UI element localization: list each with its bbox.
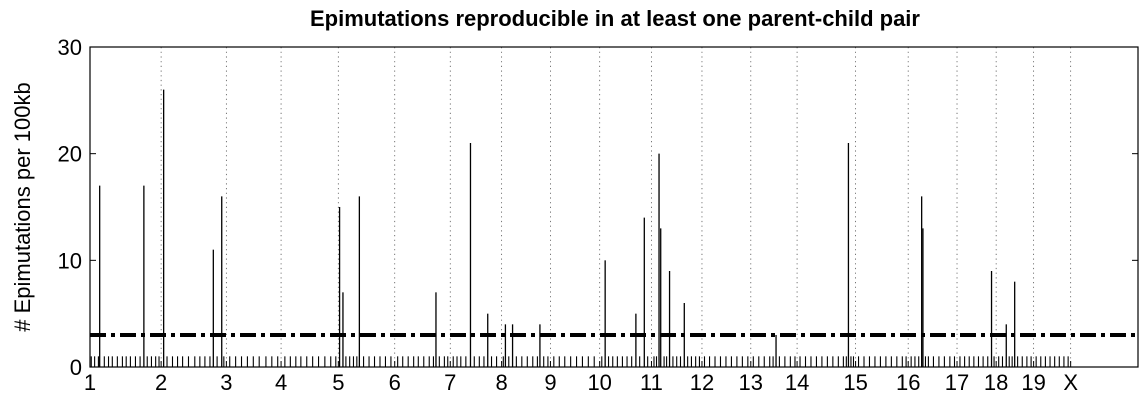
x-tick-label: 6: [389, 370, 401, 395]
x-tick-label: 19: [1021, 370, 1045, 395]
x-tick-label: 8: [495, 370, 507, 395]
x-axis: 1 2 3 4 5 6 7 8 9 10 11 12 13 14 15 16 17 18 19 X: [84, 361, 1078, 395]
plot-frame: [89, 46, 1139, 368]
bars-layer: [90, 89, 1069, 367]
grid-layer: [160, 47, 1072, 367]
x-tick-label: 17: [945, 370, 969, 395]
x-tick-label: 15: [843, 370, 867, 395]
x-tick-label: 1: [84, 370, 96, 395]
x-tick-label: 10: [587, 370, 611, 395]
y-tick-label: 0: [70, 355, 82, 380]
x-tick-label: 14: [785, 370, 809, 395]
chart-title: Epimutations reproducible in at least on…: [310, 6, 920, 31]
x-tick-label: 2: [155, 370, 167, 395]
x-tick-label: 16: [896, 370, 920, 395]
x-tick-label: 11: [640, 370, 663, 395]
y-tick-label: 30: [58, 35, 82, 60]
x-tick-label: 7: [444, 370, 456, 395]
y-axis-label: # Epimutations per 100kb: [10, 82, 35, 332]
x-tick-label: 5: [332, 370, 344, 395]
x-tick-label: 4: [275, 370, 287, 395]
x-tick-label: 12: [690, 370, 714, 395]
y-axis: 0 10 20 30: [58, 35, 1138, 380]
y-tick-label: 10: [58, 248, 82, 273]
x-tick-label: 3: [220, 370, 232, 395]
x-tick-label: X: [1063, 370, 1078, 395]
x-tick-label: 9: [544, 370, 556, 395]
x-tick-label: 13: [739, 370, 763, 395]
x-tick-label: 18: [984, 370, 1008, 395]
y-tick-label: 20: [58, 142, 82, 167]
